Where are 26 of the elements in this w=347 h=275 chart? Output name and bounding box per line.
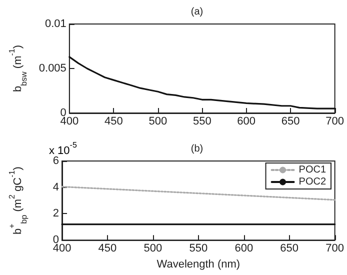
x-tick-label: 650: [280, 242, 299, 255]
y-tick-label: 0.005: [38, 62, 66, 74]
y-axis-title: bbsw (m-1): [8, 44, 28, 92]
legend-label: POC2: [298, 176, 326, 188]
x-tick-label: 500: [144, 242, 162, 255]
x-tick-label: 400: [60, 116, 79, 128]
x-tick-label: 600: [237, 116, 256, 128]
x-tick-label: 700: [326, 242, 344, 255]
x-tick-label: 700: [326, 116, 344, 128]
y-tick-label: 0.01: [45, 18, 66, 30]
x-tick-label: 550: [192, 116, 212, 128]
x-tick-label: 500: [148, 116, 168, 128]
y-axis-title: b+bp (m2 gC-1): [8, 166, 28, 235]
x-tick-label: 600: [234, 242, 254, 255]
y-tick-label: 6: [52, 155, 59, 167]
x-tick-label: 450: [98, 242, 117, 255]
x-tick-label: 550: [189, 242, 208, 255]
y-tick-label: 2: [52, 208, 59, 220]
chart-title: (b): [190, 144, 204, 154]
x-tick-label: 450: [104, 116, 123, 128]
y-tick-label: 4: [52, 181, 59, 194]
line-series: [68, 56, 336, 110]
chart-title: (a): [190, 6, 204, 18]
legend-label: POC1: [298, 164, 326, 176]
x-axis-title: Wavelength (nm): [156, 258, 240, 270]
x-tick-label: 650: [281, 116, 300, 128]
